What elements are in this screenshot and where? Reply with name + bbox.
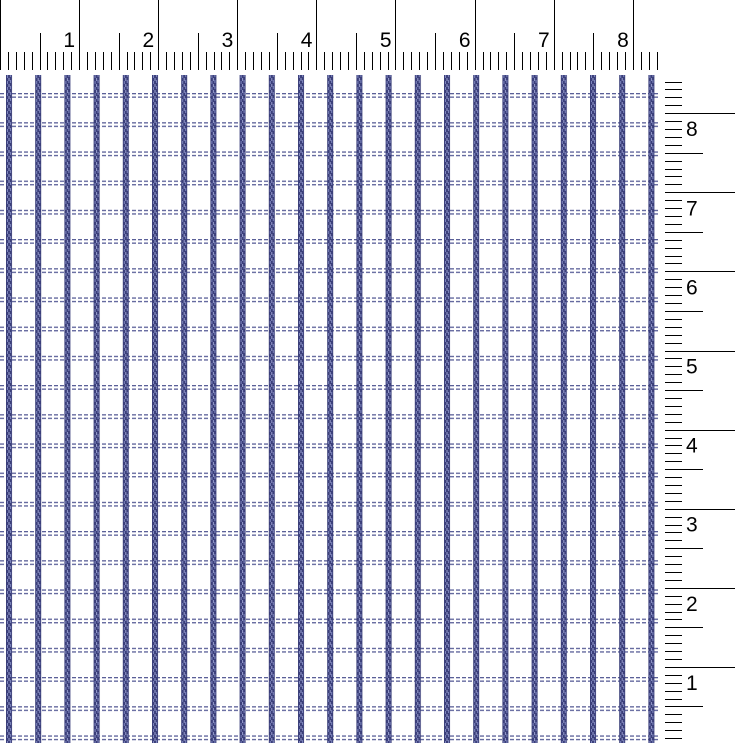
right-ruler-label: 7 (686, 197, 698, 220)
right-ruler-label: 5 (686, 356, 698, 379)
right-ruler-label: 3 (686, 514, 698, 537)
right-ruler-label: 8 (686, 118, 698, 141)
top-ruler-label: 3 (222, 29, 234, 52)
top-ruler-label: 2 (143, 29, 155, 52)
right-ruler-label: 1 (686, 672, 698, 695)
top-ruler-label: 6 (459, 29, 471, 52)
fabric-area (0, 75, 660, 743)
right-ruler-label: 2 (686, 593, 698, 616)
top-ruler-label: 4 (301, 29, 313, 52)
right-ruler-label: 6 (686, 276, 698, 299)
top-ruler-label: 8 (617, 29, 629, 52)
top-ruler-label: 5 (380, 29, 392, 52)
top-ruler-label: 1 (63, 29, 75, 52)
right-ruler-label: 4 (686, 435, 698, 458)
right-ruler: 8 7 6 5 4 3 2 1 (665, 82, 735, 739)
top-ruler: 1 2 3 4 5 6 7 8 (0, 0, 660, 71)
top-ruler-label: 7 (538, 29, 550, 52)
